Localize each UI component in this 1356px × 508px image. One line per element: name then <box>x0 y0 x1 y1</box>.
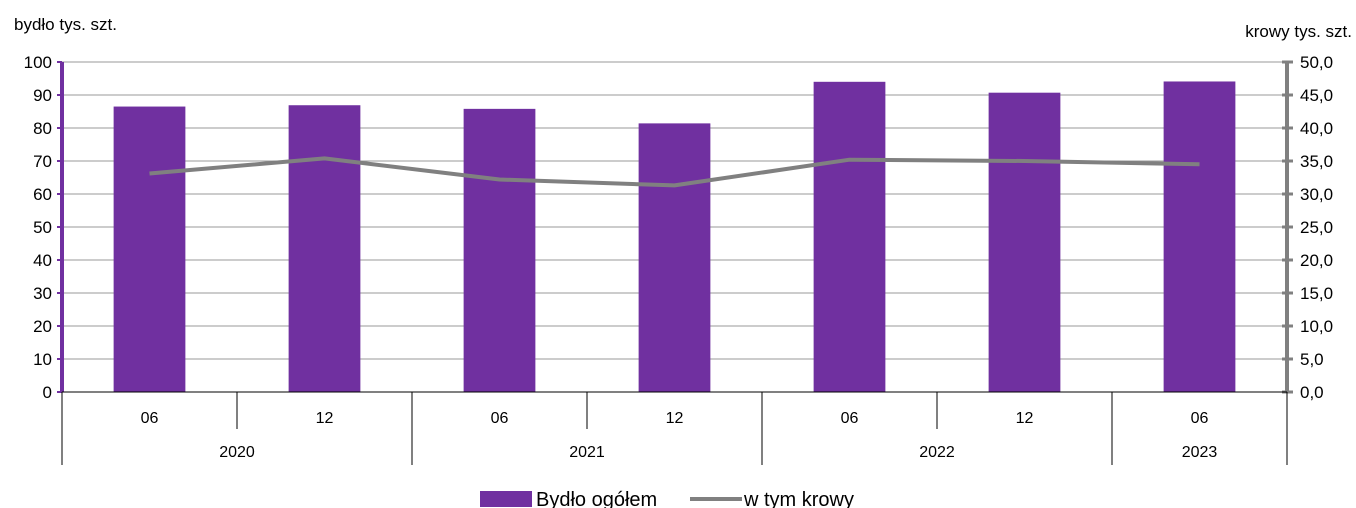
y-left-tick-label: 100 <box>24 53 52 72</box>
x-tick-label-month: 12 <box>316 410 334 427</box>
y-left-tick-label: 70 <box>33 152 52 171</box>
y-right-tick-label: 25,0 <box>1300 218 1333 237</box>
y-right-tick-label: 45,0 <box>1300 86 1333 105</box>
legend: Bydło ogółem w tym krowy <box>480 489 854 508</box>
x-axis: 06 12 06 12 06 12 06 2020 2021 2022 2023 <box>61 392 1288 465</box>
y-left-tick-label: 90 <box>33 86 52 105</box>
axes: 0 10 20 30 40 50 60 70 80 90 100 0,0 5,0 10,0 15,0 20,0… <box>24 53 1333 402</box>
bar <box>813 81 886 393</box>
y-right-tick-label: 30,0 <box>1300 185 1333 204</box>
x-tick-label-month: 06 <box>491 410 509 427</box>
y-right-tick-label: 20,0 <box>1300 251 1333 270</box>
y-left-tick-label: 50 <box>33 218 52 237</box>
y-right-tick-label: 50,0 <box>1300 53 1333 72</box>
y-right-label: krowy tys. szt. <box>1245 22 1352 41</box>
y-right-tick-label: 10,0 <box>1300 317 1333 336</box>
bar <box>288 105 361 392</box>
x-tick-label-year: 2021 <box>569 444 605 461</box>
x-tick-label-month: 06 <box>1191 410 1209 427</box>
x-tick-label-year: 2023 <box>1182 444 1218 461</box>
y-right-tick-label: 15,0 <box>1300 284 1333 303</box>
legend-label-krowy: w tym krowy <box>743 489 854 508</box>
y-left-tick-label: 20 <box>33 317 52 336</box>
bar <box>113 106 186 393</box>
y-left-label: bydło tys. szt. <box>14 15 117 34</box>
bar <box>463 108 536 393</box>
y-right-tick-label: 0,0 <box>1300 383 1324 402</box>
legend-swatch-bydlo <box>480 491 532 507</box>
bar <box>988 92 1061 392</box>
line-series-krowy <box>149 156 1200 188</box>
y-left-tick-label: 40 <box>33 251 52 270</box>
y-left-tick-label: 10 <box>33 350 52 369</box>
y-left-tick-label: 80 <box>33 119 52 138</box>
y-left-tick-label: 60 <box>33 185 52 204</box>
bar <box>638 123 711 392</box>
y-left-tick-label: 0 <box>43 383 52 402</box>
x-tick-label-month: 12 <box>1016 410 1034 427</box>
x-tick-label-month: 06 <box>841 410 859 427</box>
x-tick-label-year: 2020 <box>219 444 255 461</box>
x-tick-label-month: 06 <box>141 410 159 427</box>
x-tick-label-month: 12 <box>666 410 684 427</box>
y-right-tick-label: 35,0 <box>1300 152 1333 171</box>
y-left-tick-label: 30 <box>33 284 52 303</box>
y-right-tick-label: 40,0 <box>1300 119 1333 138</box>
legend-label-bydlo: Bydło ogółem <box>536 489 657 508</box>
y-right-tick-label: 5,0 <box>1300 350 1324 369</box>
bar <box>1163 81 1236 392</box>
x-tick-label-year: 2022 <box>919 444 955 461</box>
bar-series <box>113 81 1236 393</box>
